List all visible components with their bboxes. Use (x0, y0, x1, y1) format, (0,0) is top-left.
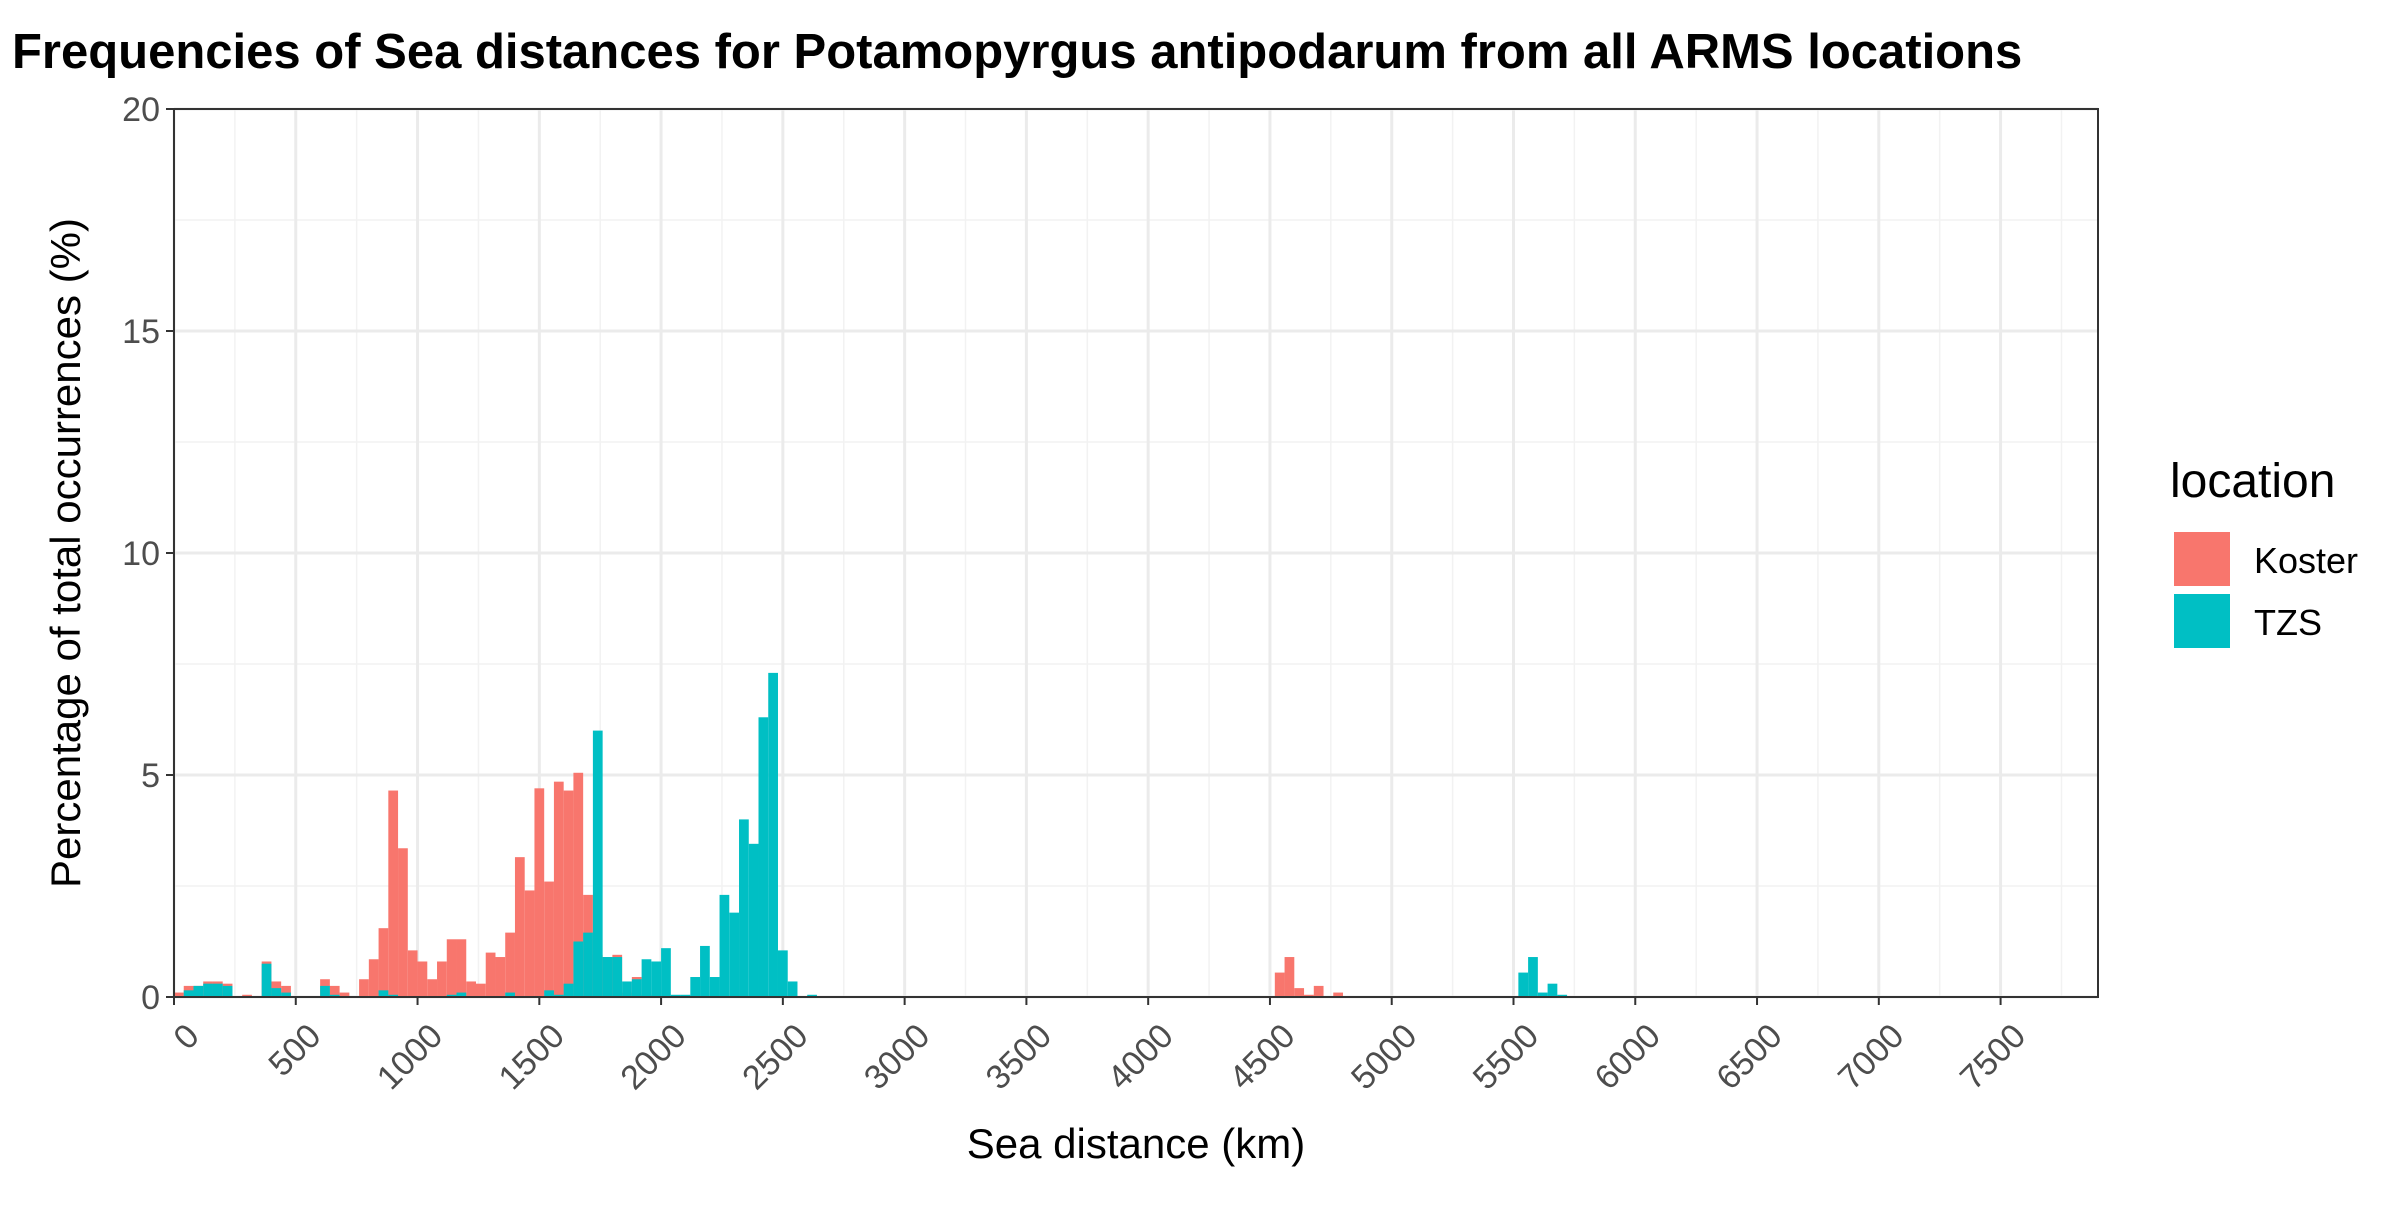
bar-tzs (680, 994, 691, 997)
bar-tzs (612, 957, 623, 997)
bar-tzs (281, 992, 291, 997)
bar-tzs (271, 988, 282, 997)
bar-tzs (719, 894, 730, 997)
legend-title: location (2170, 455, 2335, 508)
bar-tzs (222, 985, 233, 997)
bar-tzs (388, 994, 399, 997)
bar-koster (368, 959, 379, 997)
bar-koster (524, 890, 535, 997)
bar-tzs (583, 932, 593, 997)
y-tick-label: 5 (141, 757, 160, 795)
bar-tzs (631, 979, 642, 997)
bar-koster (281, 985, 291, 997)
bar-tzs (212, 983, 223, 997)
bar-koster (1304, 994, 1314, 997)
bar-tzs (320, 985, 330, 997)
bar-tzs (1528, 957, 1538, 997)
bar-tzs (690, 977, 701, 997)
bar-tzs (378, 990, 389, 997)
legend-label-tzs: TZS (2254, 602, 2322, 643)
bar-tzs (456, 992, 467, 997)
bar-koster (174, 992, 184, 997)
bar-koster (446, 939, 457, 997)
bar-tzs (661, 948, 671, 997)
bar-koster (359, 979, 369, 997)
bar-koster (514, 857, 525, 997)
bar-koster (1284, 957, 1295, 997)
bar-koster (475, 983, 486, 997)
bar-koster (378, 928, 389, 997)
bar-koster (417, 961, 428, 997)
bar-tzs (777, 950, 788, 997)
bar-tzs (592, 730, 603, 997)
bar-koster (485, 952, 496, 997)
y-tick-label: 15 (122, 313, 160, 351)
chart-title: Frequencies of Sea distances for Potamop… (12, 25, 2022, 79)
bar-koster (339, 992, 350, 997)
bar-tzs (807, 994, 817, 997)
y-tick-label: 10 (122, 535, 160, 573)
bar-koster (427, 979, 438, 997)
bar-koster (398, 848, 408, 997)
x-axis-title: Sea distance (km) (967, 1120, 1305, 1167)
bar-koster (534, 788, 545, 997)
bar-tzs (329, 994, 340, 997)
bar-tzs (651, 961, 662, 997)
bar-koster (456, 939, 467, 997)
bar-tzs (544, 990, 554, 997)
legend: location Koster TZS (2170, 455, 2358, 648)
bar-koster (544, 881, 554, 997)
bar-koster (553, 781, 564, 997)
bar-koster (1313, 985, 1324, 997)
y-tick-label: 0 (141, 979, 160, 1017)
bar-tzs (505, 992, 515, 997)
bar-tzs (553, 994, 564, 997)
bar-tzs (1537, 992, 1548, 997)
bar-tzs (446, 994, 457, 997)
bar-tzs (563, 983, 574, 997)
bar-tzs (641, 959, 652, 997)
bar-koster (1294, 988, 1305, 997)
bar-tzs (787, 981, 798, 997)
y-tick-label: 20 (122, 91, 160, 129)
bar-tzs (1518, 972, 1529, 997)
bar-koster (242, 994, 252, 997)
bar-tzs (768, 672, 778, 997)
bar-tzs (700, 945, 710, 997)
bar-tzs (709, 977, 720, 997)
bar-tzs (1547, 983, 1558, 997)
bar-tzs (573, 941, 584, 997)
bar-koster (437, 961, 447, 997)
bar-koster (505, 932, 515, 997)
bar-koster (388, 790, 399, 997)
bar-koster (329, 985, 340, 997)
bar-tzs (203, 983, 213, 997)
bar-tzs (193, 985, 204, 997)
legend-swatch-tzs (2174, 594, 2230, 648)
bar-koster (407, 950, 418, 997)
bar-tzs (748, 843, 759, 997)
bar-koster (1333, 992, 1344, 997)
bar-koster (1274, 972, 1285, 997)
y-axis-title: Percentage of total occurrences (%) (42, 218, 89, 888)
bar-tzs (261, 963, 272, 997)
bar-koster (563, 790, 574, 997)
bar-koster (495, 957, 506, 997)
bars-tzs (183, 672, 1568, 997)
bar-tzs (183, 990, 194, 997)
legend-swatch-koster (2174, 532, 2230, 586)
bar-koster (466, 981, 476, 997)
bar-tzs (758, 717, 769, 997)
bar-tzs (1557, 994, 1568, 997)
bar-tzs (670, 994, 681, 997)
bar-koster (573, 772, 584, 997)
legend-label-koster: Koster (2254, 540, 2358, 581)
bar-tzs (729, 912, 740, 997)
y-axis: 0 5 10 15 20 (122, 91, 174, 1017)
bar-tzs (622, 981, 632, 997)
bar-tzs (739, 819, 749, 997)
bar-tzs (602, 957, 613, 997)
